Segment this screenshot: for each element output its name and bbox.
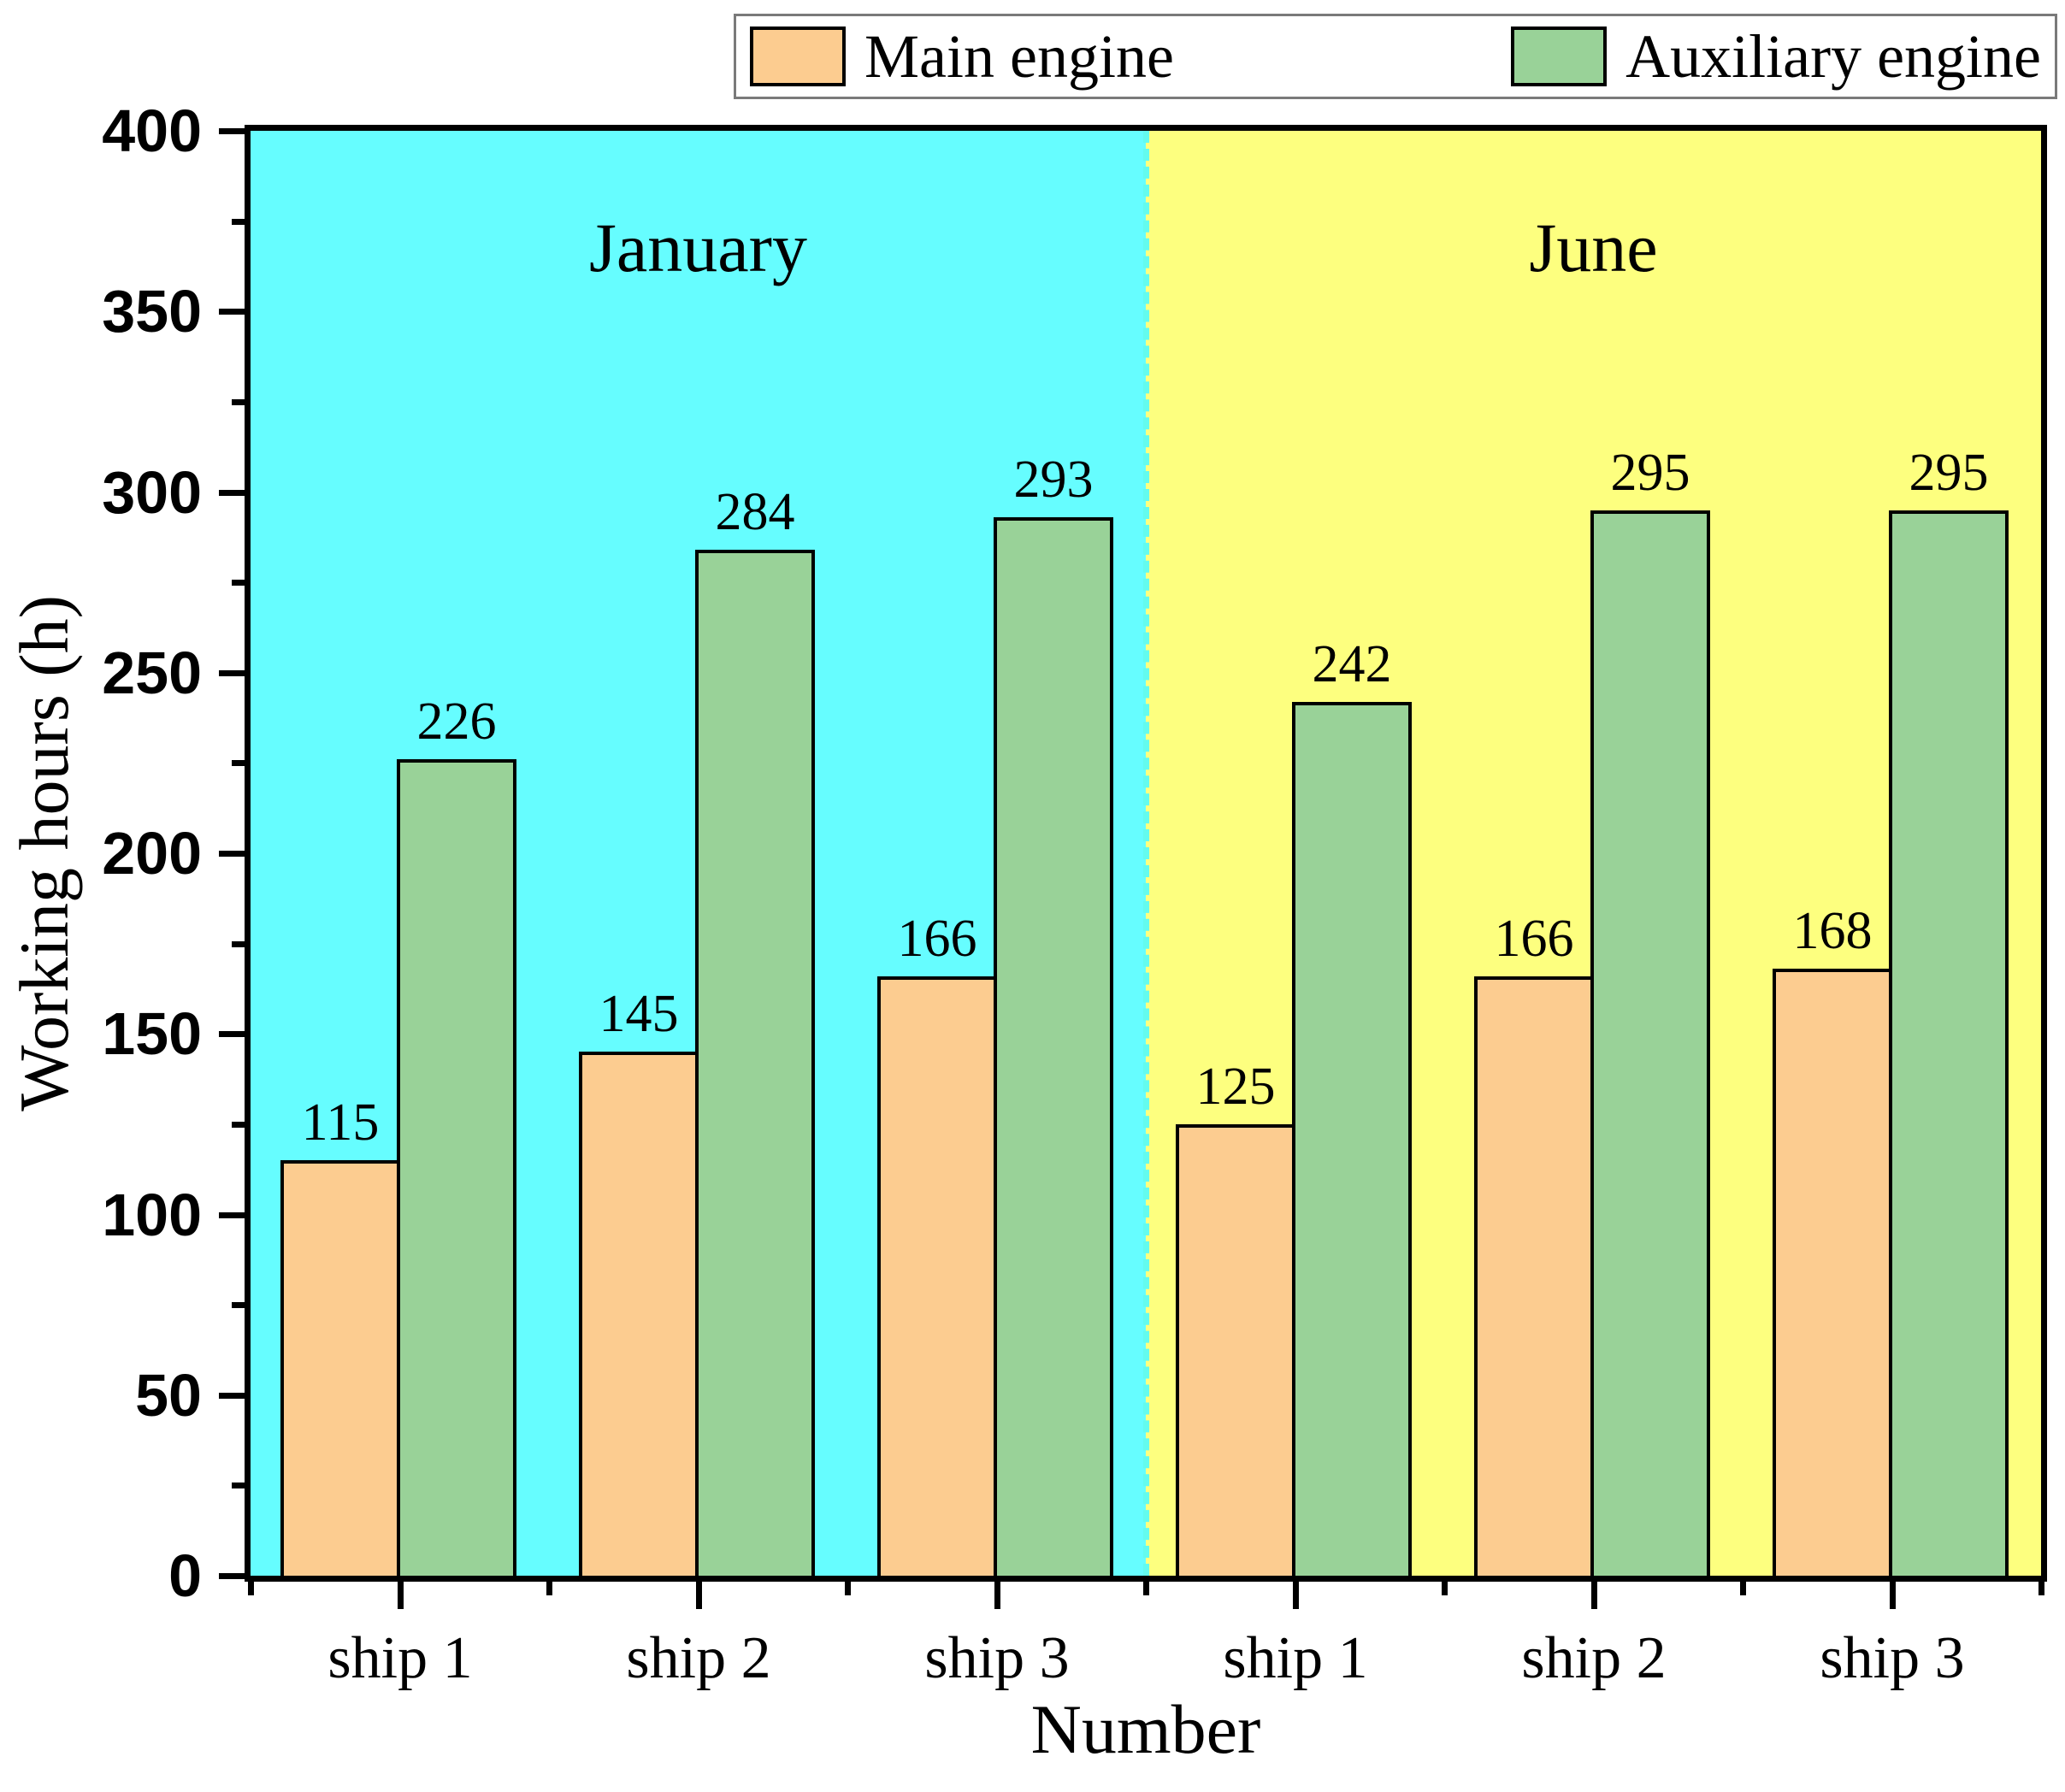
- y-major-tick: [219, 670, 245, 676]
- y-major-tick: [219, 851, 245, 857]
- x-minor-tick: [546, 1582, 552, 1595]
- bar-auxiliary-engine-ship2-g1: [695, 550, 815, 1576]
- x-minor-tick: [845, 1582, 851, 1595]
- y-minor-tick: [232, 399, 245, 405]
- main-engine-swatch: [750, 27, 846, 86]
- x-minor-tick: [1740, 1582, 1746, 1595]
- x-major-tick: [1890, 1582, 1896, 1609]
- x-tick-label: ship 3: [1820, 1625, 1965, 1691]
- y-minor-tick: [232, 1302, 245, 1308]
- x-tick-label: ship 1: [327, 1625, 473, 1691]
- y-minor-tick: [232, 1122, 245, 1128]
- bar-auxiliary-engine-ship3-g2: [994, 517, 1113, 1576]
- x-major-tick: [696, 1582, 702, 1609]
- bar-auxiliary-engine-ship2-g4: [1590, 510, 1710, 1576]
- y-tick-label: 0: [168, 1542, 202, 1609]
- x-major-tick: [398, 1582, 404, 1609]
- y-tick-label: 200: [102, 820, 202, 887]
- bar-main-engine-ship2-g4: [1474, 976, 1594, 1576]
- bar-auxiliary-engine-ship1-g0: [397, 759, 516, 1576]
- y-major-tick: [219, 128, 245, 134]
- x-major-tick: [994, 1582, 1000, 1609]
- x-tick-label: ship 1: [1223, 1625, 1368, 1691]
- y-tick-label: 150: [102, 1000, 202, 1067]
- bar-main-engine-ship3-g2: [877, 976, 997, 1576]
- y-tick-label: 100: [102, 1182, 202, 1248]
- y-minor-tick: [232, 219, 245, 225]
- bar-auxiliary-engine-ship1-g3: [1292, 702, 1412, 1576]
- auxiliary-engine-swatch: [1511, 27, 1608, 86]
- y-axis-title: Working hours (h): [5, 595, 83, 1111]
- y-major-tick: [219, 1031, 245, 1037]
- x-minor-tick: [1442, 1582, 1448, 1595]
- x-tick-label: ship 2: [626, 1625, 771, 1691]
- plot-area: January June 115 226 145 284 166 293 125 242 166…: [245, 125, 2047, 1582]
- y-major-tick: [219, 309, 245, 315]
- x-major-tick: [1293, 1582, 1299, 1609]
- y-tick-label: 300: [102, 459, 202, 526]
- auxiliary-engine-label: Auxiliary engine: [1625, 21, 2041, 91]
- y-major-tick: [219, 1393, 245, 1399]
- y-minor-tick: [232, 941, 245, 947]
- y-minor-tick: [232, 1483, 245, 1488]
- y-minor-tick: [232, 580, 245, 586]
- y-tick-label: 50: [135, 1362, 202, 1429]
- y-major-tick: [219, 1212, 245, 1218]
- y-major-tick: [219, 1573, 245, 1579]
- x-minor-tick: [1143, 1582, 1149, 1595]
- y-minor-tick: [232, 760, 245, 766]
- y-tick-label: 250: [102, 640, 202, 706]
- bar-main-engine-ship1-g0: [280, 1160, 400, 1576]
- y-tick-label: 350: [102, 278, 202, 345]
- legend-entry-main-engine: Main engine: [750, 21, 1174, 92]
- x-major-tick: [1591, 1582, 1597, 1609]
- y-tick-label: 400: [102, 97, 202, 164]
- x-tick-label: ship 3: [924, 1625, 1070, 1691]
- x-minor-tick: [2038, 1582, 2044, 1595]
- bar-main-engine-ship1-g3: [1176, 1124, 1295, 1576]
- legend: Main engine Auxiliary engine: [734, 14, 2057, 99]
- x-tick-label: ship 2: [1521, 1625, 1667, 1691]
- bar-main-engine-ship2-g1: [579, 1052, 699, 1576]
- y-major-tick: [219, 490, 245, 496]
- bar-main-engine-ship3-g5: [1773, 969, 1892, 1576]
- bar-auxiliary-engine-ship3-g5: [1889, 510, 2009, 1576]
- month-divider-dashed-line: [1143, 131, 1149, 1576]
- x-axis-title: Number: [1030, 1690, 1261, 1768]
- x-minor-tick: [248, 1582, 254, 1595]
- main-engine-label: Main engine: [864, 21, 1174, 91]
- legend-entry-auxiliary-engine: Auxiliary engine: [1511, 21, 2041, 92]
